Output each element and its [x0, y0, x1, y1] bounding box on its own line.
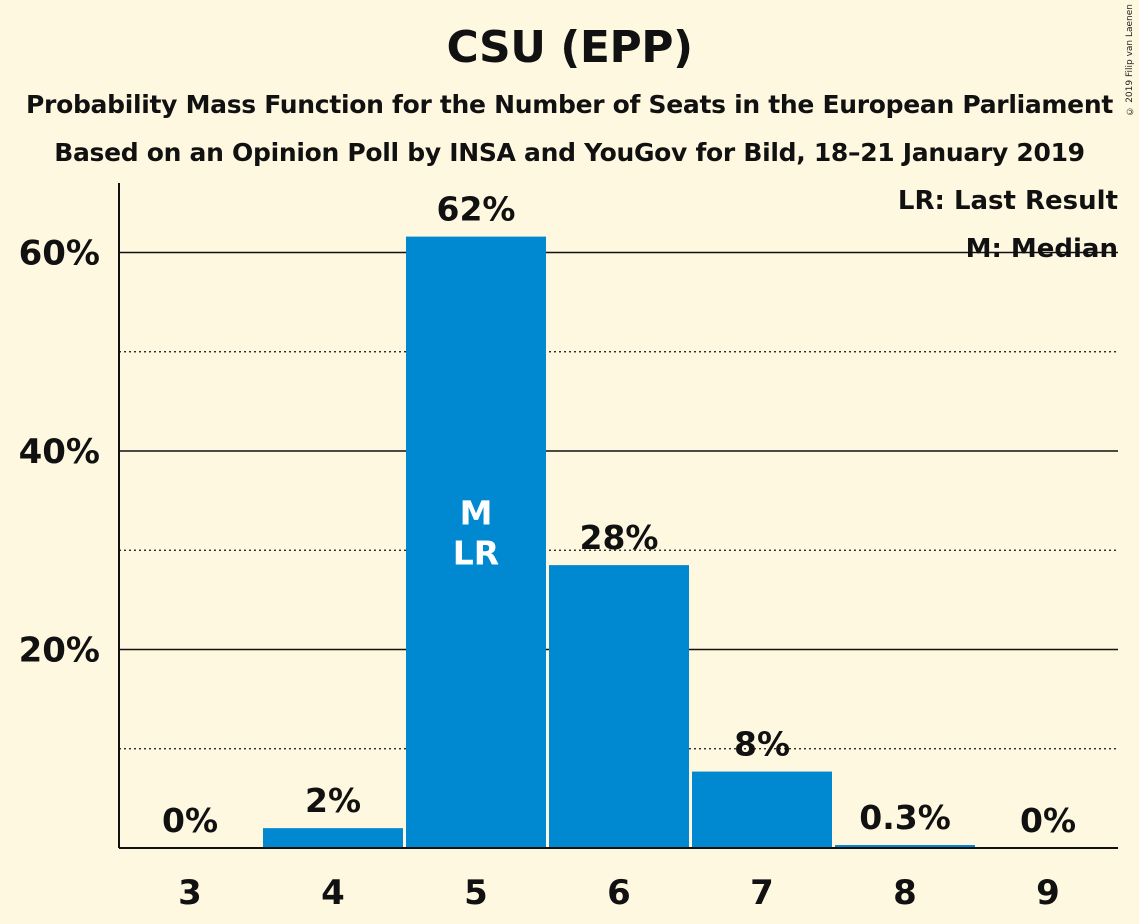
last-result-marker: LR — [453, 533, 499, 572]
x-tick-label: 5 — [464, 873, 488, 913]
bar — [263, 828, 403, 848]
x-tick-label: 9 — [1036, 873, 1060, 913]
data-label: 62% — [437, 190, 516, 229]
data-label: 28% — [580, 518, 659, 557]
y-tick-label: 60% — [19, 233, 100, 273]
data-label: 0.3% — [859, 798, 951, 837]
x-tick-label: 8 — [893, 873, 917, 913]
x-tick-label: 7 — [750, 873, 774, 913]
bar — [835, 845, 975, 848]
data-label: 8% — [734, 725, 790, 764]
data-label: 0% — [162, 801, 218, 840]
chart-subtitle-2: Based on an Opinion Poll by INSA and You… — [54, 138, 1085, 167]
bar — [406, 236, 546, 848]
bar — [549, 565, 689, 848]
x-tick-label: 3 — [178, 873, 202, 913]
chart-title: CSU (EPP) — [446, 22, 693, 73]
legend-last-result: LR: Last Result — [898, 186, 1118, 216]
median-marker: M — [460, 493, 493, 532]
y-tick-label: 40% — [19, 432, 100, 472]
data-label: 2% — [305, 781, 361, 820]
data-label: 0% — [1020, 801, 1076, 840]
y-tick-label: 20% — [19, 630, 100, 670]
bar — [692, 771, 832, 848]
legend-median: M: Median — [966, 234, 1118, 264]
chart-subtitle-1: Probability Mass Function for the Number… — [26, 90, 1113, 119]
x-tick-label: 6 — [607, 873, 631, 913]
x-tick-label: 4 — [321, 873, 345, 913]
